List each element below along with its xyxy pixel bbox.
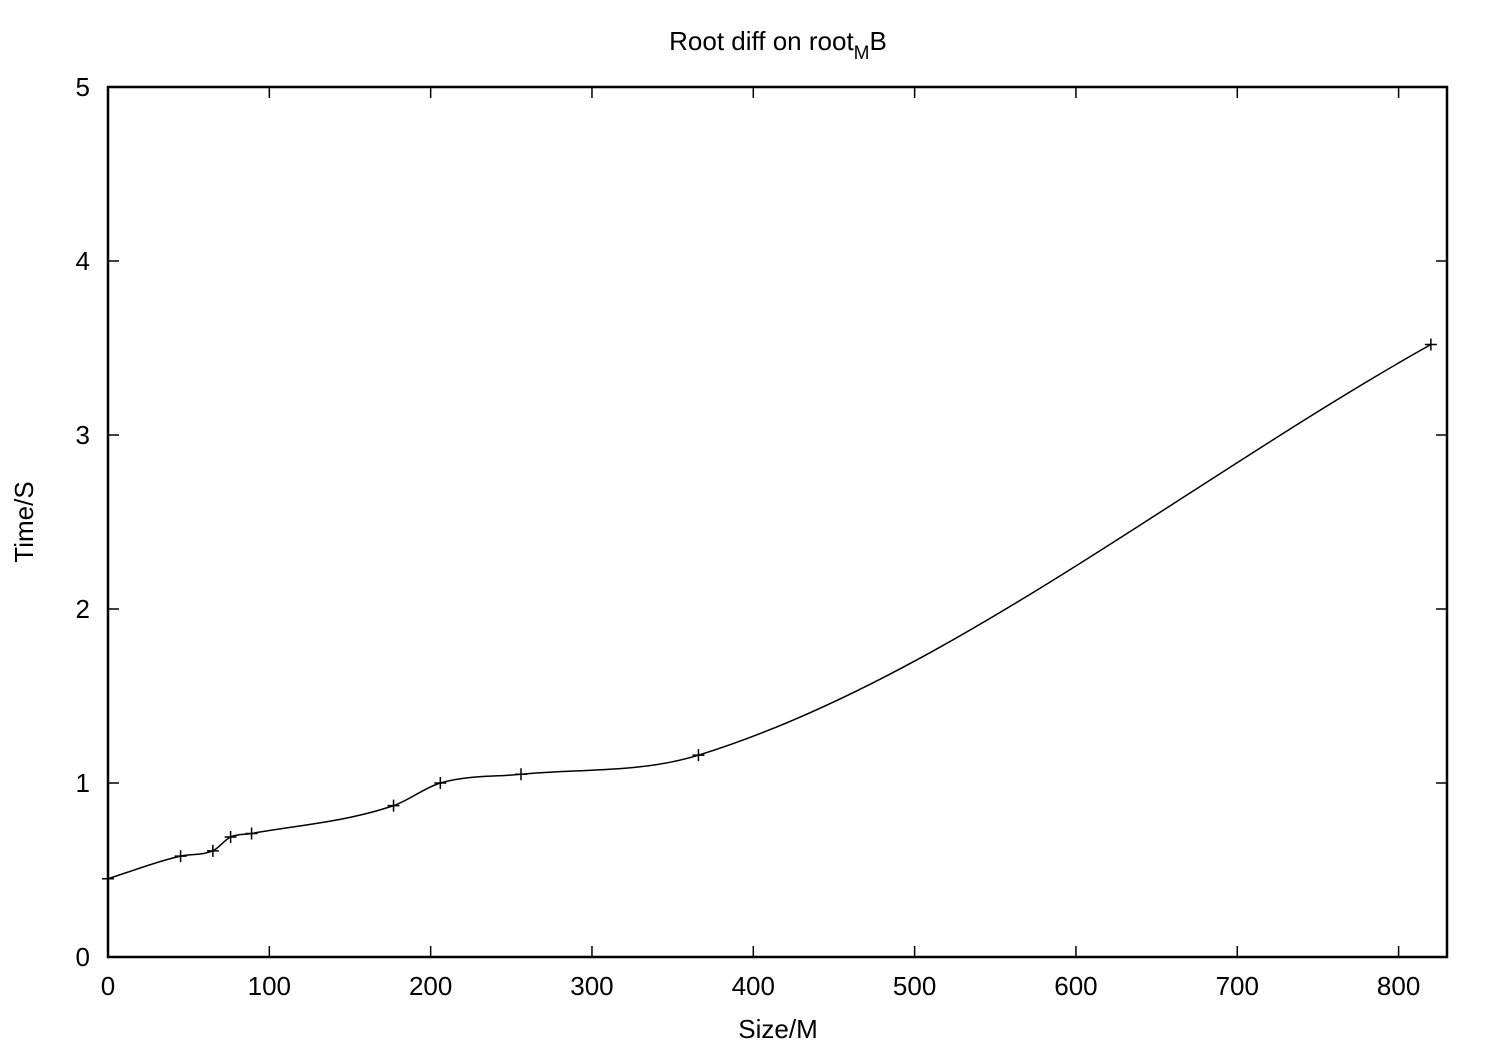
chart-title-main: Root diff on root [669, 26, 854, 56]
x-tick-label: 400 [732, 971, 775, 1001]
x-tick-label: 500 [893, 971, 936, 1001]
data-point-marker [174, 850, 187, 863]
axis-ticks [107, 86, 1447, 958]
data-point-marker [224, 830, 237, 843]
chart-title-subscript: M [854, 43, 870, 64]
x-tick-label: 300 [570, 971, 613, 1001]
series-line [107, 343, 1432, 880]
x-tick-label: 0 [101, 971, 115, 1001]
data-point-marker [1424, 338, 1437, 351]
data-point-marker [245, 827, 258, 840]
x-tick-label: 600 [1054, 971, 1097, 1001]
data-point-marker [692, 749, 705, 762]
y-tick-label: 1 [76, 768, 90, 798]
x-tick-label: 800 [1377, 971, 1420, 1001]
x-tick-label: 200 [409, 971, 452, 1001]
y-tick-label: 4 [76, 246, 90, 276]
data-point-marker [434, 777, 447, 789]
plot-frame [106, 85, 1449, 959]
data-markers [102, 338, 1437, 885]
x-tick-label: 700 [1216, 971, 1259, 1001]
data-point-marker [206, 844, 219, 857]
tick-labels: 0 100 200 300 400 500 600 700 800 0 1 2 3 4 5 [76, 72, 1421, 1001]
chart-title: Root diff on rootMB [669, 26, 887, 64]
data-point-marker [514, 768, 527, 781]
y-tick-label: 5 [76, 72, 90, 102]
y-tick-label: 2 [76, 594, 90, 624]
y-tick-label: 3 [76, 420, 90, 450]
x-tick-label: 100 [248, 971, 291, 1001]
data-point-marker [387, 799, 400, 812]
y-axis-label: Time/S [9, 481, 39, 562]
chart-title-suffix: B [870, 26, 887, 56]
y-tick-label: 0 [76, 942, 90, 972]
x-axis-label: Size/M [738, 1014, 817, 1044]
